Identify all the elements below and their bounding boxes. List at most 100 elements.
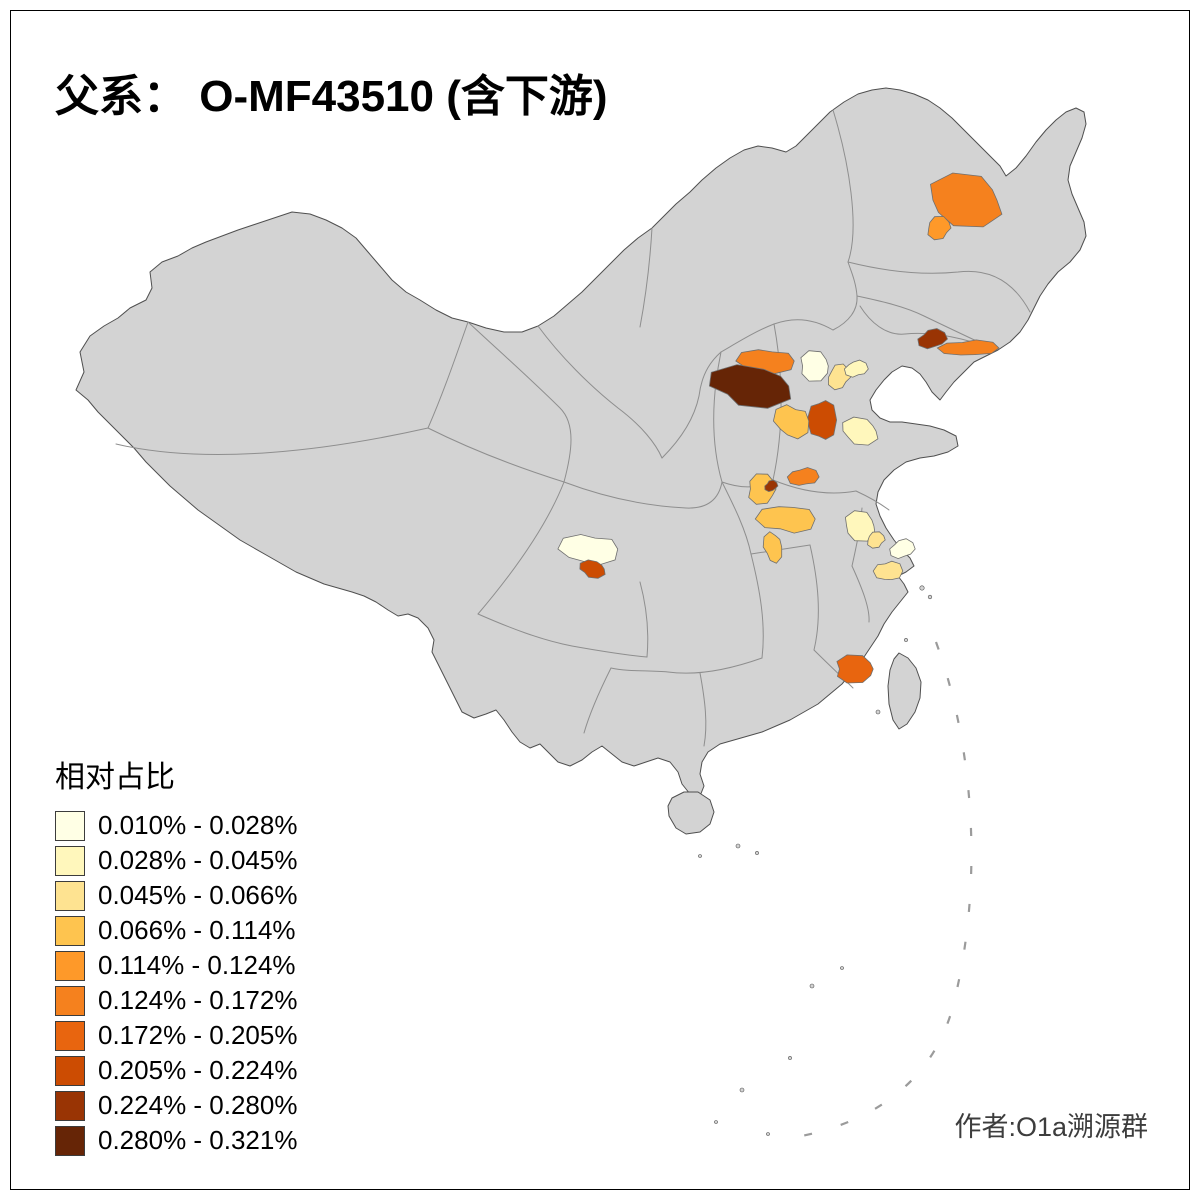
province-border-line (855, 490, 890, 511)
map-region-shanxi-north-darkbrown (708, 364, 792, 409)
legend-swatch (55, 845, 85, 876)
legend-label: 0.280% - 0.321% (98, 1125, 298, 1155)
province-border-line (583, 667, 612, 734)
small-island (927, 594, 933, 600)
map-region-henan-south-strip (762, 531, 783, 564)
map-region-liaoning-west-dark (917, 328, 948, 350)
legend-row: 0.010% - 0.028% (55, 810, 297, 841)
province-border-line (639, 227, 653, 328)
legend-swatch (55, 985, 85, 1016)
province-border-line (537, 325, 663, 459)
attribution: 作者:O1a溯源群 (954, 1112, 1148, 1142)
legend-label: 0.205% - 0.224% (98, 1055, 298, 1085)
province-border-line (750, 553, 764, 659)
highlighted-regions (557, 172, 1003, 684)
nine-dash-line (777, 641, 973, 1142)
hainan-island (667, 791, 715, 835)
legend-row: 0.124% - 0.172% (55, 985, 297, 1016)
map-region-shijiazhuang-darkorange (806, 400, 838, 440)
province-border-line (832, 109, 854, 263)
province-border-line (639, 581, 649, 658)
map-region-liaoning-coast-orange (936, 339, 1000, 356)
legend-swatch (55, 1125, 85, 1156)
legend: 相对占比 0.010% - 0.028% 0.028% - 0.045% 0.045… (55, 752, 297, 1160)
province-border-line (813, 649, 854, 689)
province-border-line (467, 321, 572, 483)
province-borders (115, 109, 1031, 747)
legend-swatch (55, 1020, 85, 1051)
small-island (840, 966, 844, 970)
small-island (809, 983, 815, 989)
legend-title: 相对占比 (55, 761, 175, 794)
province-border-line (699, 672, 707, 747)
small-island (875, 709, 881, 715)
legend-row: 0.045% - 0.066% (55, 880, 297, 911)
province-border-line (847, 261, 1031, 313)
page-title: 父系： O-MF43510 (含下游) (55, 72, 608, 121)
mainland-china-shape (75, 87, 1087, 797)
map-region-hebei-southwest-lightorange (772, 404, 810, 440)
map-region-beijing-northeast-cream (843, 359, 869, 378)
map-region-jiangsu-coast-cream (889, 538, 916, 560)
province-border-line (427, 321, 469, 429)
province-border-line (809, 544, 819, 651)
south-china-sea-dashes (777, 641, 973, 1142)
legend-swatch (55, 810, 85, 841)
map-region-beijing-pale (800, 350, 829, 382)
legend-row: 0.172% - 0.205% (55, 1020, 297, 1051)
map-region-chengdu-cream (557, 534, 619, 566)
taiwan-island (887, 652, 922, 730)
province-border-line (563, 481, 723, 509)
legend-label: 0.045% - 0.066% (98, 880, 298, 910)
legend-row: 0.114% - 0.124% (55, 950, 297, 981)
map-region-puyang-orange (786, 467, 820, 486)
legend-swatch (55, 1055, 85, 1086)
small-island (714, 1120, 718, 1124)
province-border-line (477, 613, 648, 658)
small-island (919, 585, 925, 591)
legend-label: 0.010% - 0.028% (98, 810, 298, 840)
province-border-line (772, 479, 857, 494)
map-region-shanghai-south-yellow (872, 560, 904, 581)
map-region-henan-north-darkspot (764, 479, 779, 493)
map-region-heilongjiang-small (927, 215, 952, 241)
legend-label: 0.066% - 0.114% (98, 915, 296, 945)
legend-row: 0.028% - 0.045% (55, 845, 297, 876)
province-border-line (721, 481, 752, 555)
legend-swatch (55, 880, 85, 911)
legend-label: 0.172% - 0.205% (98, 1020, 298, 1050)
map-region-jiangsu-small-yellow (867, 531, 886, 549)
legend-label: 0.124% - 0.172% (98, 985, 298, 1015)
legend-swatch (55, 1090, 85, 1121)
map-region-sichuan-south-darkorange (579, 559, 606, 579)
small-island (755, 851, 759, 855)
legend-swatch (55, 915, 85, 946)
legend-row: 0.205% - 0.224% (55, 1055, 297, 1086)
small-island (904, 638, 908, 642)
province-border-line (477, 481, 565, 615)
legend-label: 0.028% - 0.045% (98, 845, 298, 875)
small-island (788, 1056, 792, 1060)
legend-items: 0.010% - 0.028% 0.028% - 0.045% 0.045% - 0… (55, 810, 297, 1156)
mainland-group (75, 87, 1087, 797)
map-region-heilongjiang-central (930, 172, 1003, 228)
legend-row: 0.280% - 0.321% (55, 1125, 297, 1156)
small-island (739, 1087, 745, 1093)
map-region-shandong-west-pale (842, 416, 879, 446)
islands-group (667, 585, 933, 1136)
legend-row: 0.066% - 0.114% (55, 915, 297, 946)
legend-label: 0.114% - 0.124% (98, 950, 296, 980)
small-island (698, 854, 702, 858)
province-border-line (713, 351, 723, 483)
legend-swatch (55, 950, 85, 981)
map-region-fujian-coast-orange (836, 654, 874, 684)
province-border-line (427, 427, 565, 483)
province-border-line (115, 427, 429, 456)
map-region-henan-central-lightorange (754, 506, 816, 534)
small-island (735, 843, 741, 849)
small-island (766, 1132, 770, 1136)
province-border-line (610, 657, 763, 674)
legend-row: 0.224% - 0.280% (55, 1090, 297, 1121)
